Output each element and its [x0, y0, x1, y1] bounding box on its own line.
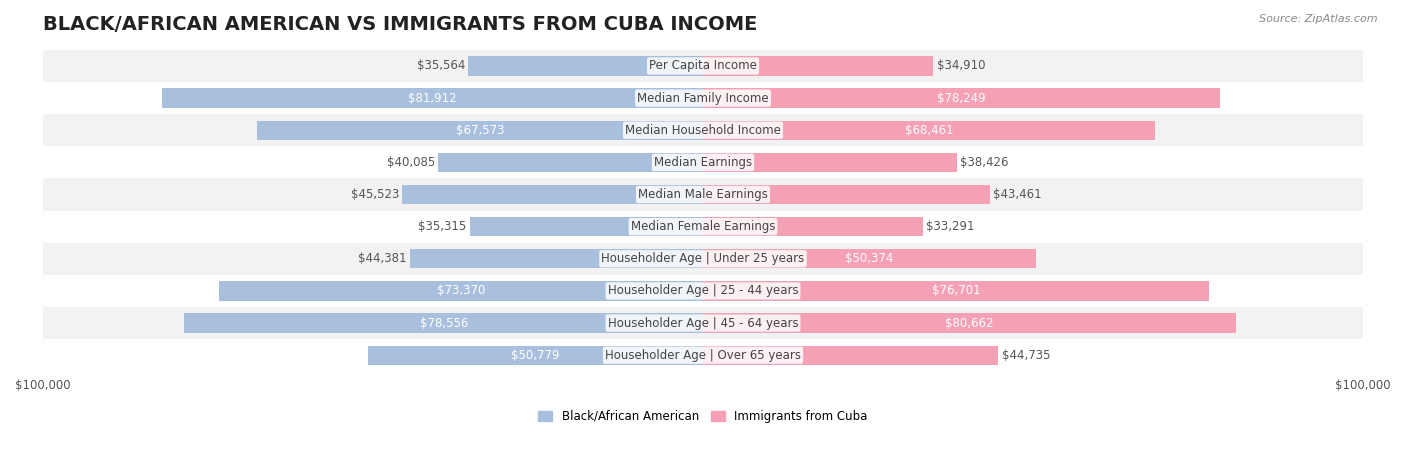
Text: $78,556: $78,556	[419, 317, 468, 330]
Text: $76,701: $76,701	[932, 284, 980, 297]
Text: $43,461: $43,461	[993, 188, 1042, 201]
Bar	[703, 120, 1154, 140]
Text: $50,374: $50,374	[845, 252, 893, 265]
Text: Median Household Income: Median Household Income	[626, 124, 780, 137]
Legend: Black/African American, Immigrants from Cuba: Black/African American, Immigrants from …	[533, 405, 873, 428]
Text: Median Female Earnings: Median Female Earnings	[631, 220, 775, 233]
Bar	[42, 243, 1364, 275]
Text: $73,370: $73,370	[437, 284, 485, 297]
Bar	[218, 281, 703, 301]
Bar	[42, 114, 1364, 146]
Bar	[42, 50, 1364, 82]
Bar	[470, 217, 703, 236]
Bar	[703, 281, 1209, 301]
Bar	[703, 57, 934, 76]
Text: $78,249: $78,249	[936, 92, 986, 105]
Bar	[703, 249, 1036, 269]
Bar	[257, 120, 703, 140]
Text: $38,426: $38,426	[960, 156, 1008, 169]
Text: $35,315: $35,315	[419, 220, 467, 233]
Text: $44,735: $44,735	[1001, 349, 1050, 362]
Text: Median Male Earnings: Median Male Earnings	[638, 188, 768, 201]
Bar	[703, 185, 990, 204]
Text: Median Family Income: Median Family Income	[637, 92, 769, 105]
Text: $50,779: $50,779	[512, 349, 560, 362]
Text: Median Earnings: Median Earnings	[654, 156, 752, 169]
Text: Source: ZipAtlas.com: Source: ZipAtlas.com	[1260, 14, 1378, 24]
Bar	[703, 153, 956, 172]
Bar	[703, 88, 1219, 108]
Text: BLACK/AFRICAN AMERICAN VS IMMIGRANTS FROM CUBA INCOME: BLACK/AFRICAN AMERICAN VS IMMIGRANTS FRO…	[42, 15, 758, 34]
Bar	[184, 313, 703, 333]
Bar	[411, 249, 703, 269]
Bar	[368, 346, 703, 365]
Text: Householder Age | Over 65 years: Householder Age | Over 65 years	[605, 349, 801, 362]
Text: Per Capita Income: Per Capita Income	[650, 59, 756, 72]
Bar	[42, 211, 1364, 243]
Bar	[42, 307, 1364, 339]
Bar	[42, 178, 1364, 211]
Bar	[703, 217, 922, 236]
Text: $80,662: $80,662	[945, 317, 994, 330]
Text: $34,910: $34,910	[936, 59, 986, 72]
Text: $68,461: $68,461	[904, 124, 953, 137]
Bar	[439, 153, 703, 172]
Text: $33,291: $33,291	[927, 220, 974, 233]
Bar	[42, 275, 1364, 307]
Text: $44,381: $44,381	[359, 252, 406, 265]
Bar	[468, 57, 703, 76]
Bar	[42, 82, 1364, 114]
Text: $40,085: $40,085	[387, 156, 434, 169]
Bar	[402, 185, 703, 204]
Text: $67,573: $67,573	[456, 124, 505, 137]
Bar	[703, 346, 998, 365]
Text: $35,564: $35,564	[416, 59, 465, 72]
Text: Householder Age | Under 25 years: Householder Age | Under 25 years	[602, 252, 804, 265]
Text: $45,523: $45,523	[350, 188, 399, 201]
Bar	[42, 146, 1364, 178]
Text: $81,912: $81,912	[408, 92, 457, 105]
Text: Householder Age | 25 - 44 years: Householder Age | 25 - 44 years	[607, 284, 799, 297]
Bar	[703, 313, 1236, 333]
Text: Householder Age | 45 - 64 years: Householder Age | 45 - 64 years	[607, 317, 799, 330]
Bar	[42, 339, 1364, 371]
Bar	[162, 88, 703, 108]
